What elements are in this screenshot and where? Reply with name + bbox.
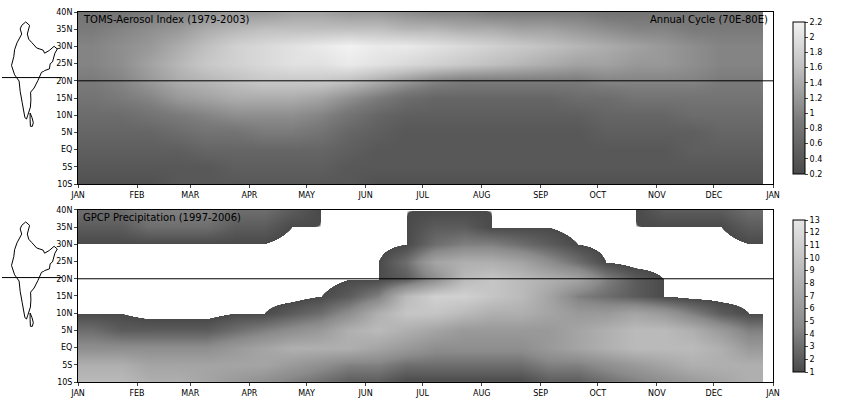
svg-text:OCT: OCT <box>589 191 606 200</box>
svg-text:5N: 5N <box>61 128 72 137</box>
svg-text:MAY: MAY <box>298 389 315 398</box>
svg-text:20N: 20N <box>56 76 73 86</box>
svg-text:TOMS-Aerosol Index (1979-2003): TOMS-Aerosol Index (1979-2003) <box>83 14 250 25</box>
svg-text:10N: 10N <box>56 309 72 318</box>
svg-text:NOV: NOV <box>648 389 666 398</box>
svg-text:25N: 25N <box>56 59 72 68</box>
svg-text:NOV: NOV <box>648 191 666 200</box>
svg-text:30N: 30N <box>56 240 72 249</box>
svg-text:2.2: 2.2 <box>810 18 823 27</box>
svg-text:20N: 20N <box>56 275 72 284</box>
svg-text:5: 5 <box>810 317 815 326</box>
svg-text:1: 1 <box>810 109 815 118</box>
svg-text:2: 2 <box>810 33 815 42</box>
svg-text:EQ: EQ <box>61 145 72 154</box>
svg-text:JUL: JUL <box>415 191 429 200</box>
svg-text:1.2: 1.2 <box>810 94 823 103</box>
svg-text:0.4: 0.4 <box>810 155 823 164</box>
svg-text:DEC: DEC <box>706 389 723 398</box>
svg-text:25N: 25N <box>56 257 72 266</box>
svg-text:5S: 5S <box>62 163 72 172</box>
svg-text:JUL: JUL <box>415 389 429 398</box>
svg-text:5S: 5S <box>62 361 72 370</box>
svg-text:MAR: MAR <box>181 389 199 398</box>
svg-text:0.8: 0.8 <box>810 124 823 133</box>
svg-text:11: 11 <box>810 241 820 250</box>
svg-text:1: 1 <box>810 368 815 377</box>
svg-text:35N: 35N <box>56 223 72 232</box>
svg-text:AUG: AUG <box>473 389 491 398</box>
svg-text:1.8: 1.8 <box>810 48 823 57</box>
svg-text:JAN: JAN <box>765 191 780 200</box>
svg-text:APR: APR <box>241 389 257 398</box>
svg-text:1.4: 1.4 <box>810 79 823 88</box>
svg-text:JAN: JAN <box>765 389 780 398</box>
svg-text:0.2: 0.2 <box>810 170 823 179</box>
svg-text:40N: 40N <box>56 8 72 17</box>
svg-text:MAY: MAY <box>298 191 315 200</box>
svg-text:10S: 10S <box>57 378 72 387</box>
svg-text:SEP: SEP <box>533 389 548 398</box>
svg-text:JAN: JAN <box>70 389 85 398</box>
svg-text:15N: 15N <box>56 94 72 103</box>
svg-text:JAN: JAN <box>70 191 85 200</box>
svg-text:10S: 10S <box>57 180 72 189</box>
svg-text:2: 2 <box>810 355 815 364</box>
svg-text:35N: 35N <box>56 25 72 34</box>
svg-text:13: 13 <box>810 216 820 225</box>
svg-text:APR: APR <box>241 191 257 200</box>
svg-text:JUN: JUN <box>357 191 372 200</box>
svg-text:1.6: 1.6 <box>810 63 823 72</box>
svg-text:FEB: FEB <box>129 389 144 398</box>
svg-text:Annual Cycle (70E-80E): Annual Cycle (70E-80E) <box>650 14 768 25</box>
svg-text:9: 9 <box>810 266 815 275</box>
svg-text:10N: 10N <box>56 111 72 120</box>
svg-text:MAR: MAR <box>181 191 199 200</box>
svg-text:OCT: OCT <box>589 389 606 398</box>
svg-text:0.6: 0.6 <box>810 139 823 148</box>
svg-text:12: 12 <box>810 228 820 237</box>
svg-text:GPCP Precipitation (1997-2006): GPCP Precipitation (1997-2006) <box>83 212 241 223</box>
svg-text:30N: 30N <box>56 42 72 51</box>
svg-text:4: 4 <box>810 330 815 339</box>
svg-text:7: 7 <box>810 292 815 301</box>
svg-text:40N: 40N <box>56 206 72 215</box>
svg-text:10: 10 <box>810 254 820 263</box>
svg-text:EQ: EQ <box>61 343 72 352</box>
svg-text:15N: 15N <box>56 292 72 301</box>
svg-text:FEB: FEB <box>129 191 144 200</box>
svg-text:AUG: AUG <box>473 191 491 200</box>
svg-text:8: 8 <box>810 279 815 288</box>
svg-text:DEC: DEC <box>706 191 723 200</box>
svg-text:3: 3 <box>810 342 815 351</box>
svg-text:5N: 5N <box>61 326 72 335</box>
svg-text:6: 6 <box>810 304 815 313</box>
svg-text:SEP: SEP <box>533 191 548 200</box>
svg-text:JUN: JUN <box>357 389 372 398</box>
